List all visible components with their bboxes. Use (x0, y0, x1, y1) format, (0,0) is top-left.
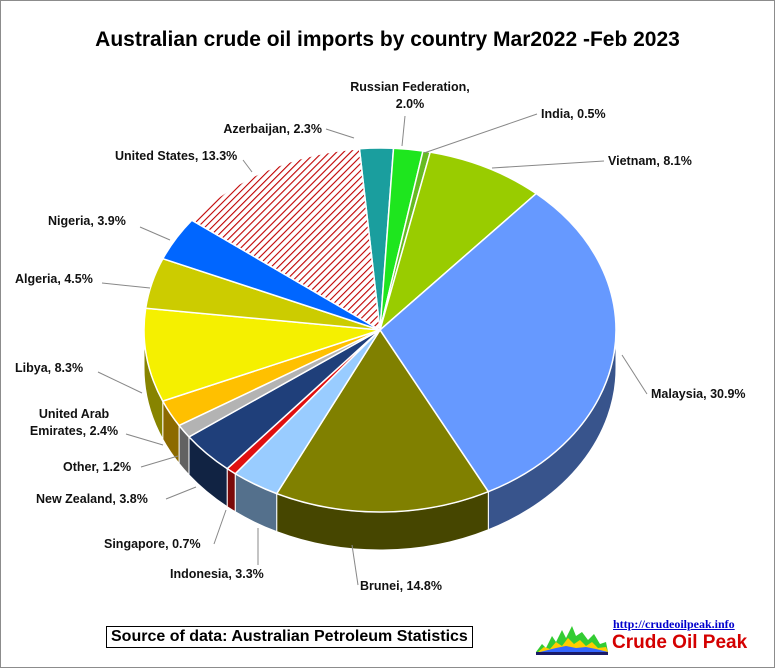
label-vietnam: Vietnam, 8.1% (608, 154, 692, 168)
label-united-states: United States, 13.3% (115, 149, 237, 163)
leader-vietnam (491, 160, 605, 169)
label-indonesia: Indonesia, 3.3% (170, 567, 264, 581)
leader-azerbaijan (325, 128, 355, 139)
label-azerbaijan: Azerbaijan, 2.3% (223, 122, 322, 136)
label-algeria: Algeria, 4.5% (15, 272, 93, 286)
website-link[interactable]: http://crudeoilpeak.info (613, 617, 735, 631)
label-new-zealand: New Zealand, 3.8% (36, 492, 148, 506)
label-other: Other, 1.2% (63, 460, 131, 474)
label-india: India, 0.5% (541, 107, 606, 121)
leader-united-states (242, 159, 253, 173)
chart-title: Australian crude oil imports by country … (95, 28, 680, 51)
crude-oil-peak-logo-icon (536, 626, 608, 655)
leader-india (423, 113, 538, 154)
label-russian-federation: Russian Federation, 2.0% (350, 80, 469, 111)
leader-singapore (213, 509, 227, 545)
label-malaysia: Malaysia, 30.9% (651, 387, 746, 401)
leader-brunei (351, 544, 359, 586)
leader-libya (97, 371, 143, 394)
leader-new-zealand (165, 486, 197, 500)
leader-united-arab-emirates (125, 433, 164, 446)
slice-side-singapore (226, 467, 236, 513)
leader-nigeria (139, 226, 171, 241)
label-united-arab-emirates: United Arab Emirates, 2.4% (30, 407, 118, 438)
label-libya: Libya, 8.3% (15, 361, 83, 375)
brand-name: Crude Oil Peak (612, 632, 748, 653)
leader-malaysia (621, 354, 648, 395)
slice-libya (143, 307, 381, 403)
leader-algeria (101, 282, 151, 289)
slice-vietnam (378, 151, 538, 333)
leader-other (140, 455, 179, 468)
label-nigeria: Nigeria, 3.9% (48, 214, 126, 228)
slice-united-states (190, 147, 381, 332)
source-note: Source of data: Australian Petroleum Sta… (106, 626, 473, 648)
leader-russian-federation (401, 115, 406, 147)
label-brunei: Brunei, 14.8% (360, 579, 442, 593)
label-singapore: Singapore, 0.7% (104, 537, 201, 551)
slice-brunei (275, 328, 490, 513)
